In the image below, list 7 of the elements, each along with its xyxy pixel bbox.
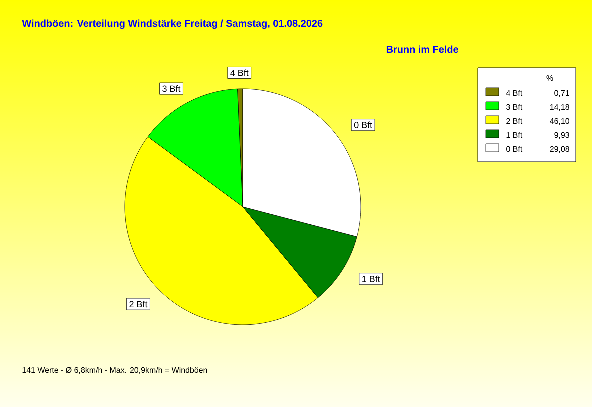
slice-label: 0 Bft (354, 122, 372, 128)
slice-label: 2 Bft (130, 301, 148, 308)
slice-label: 4 Bft (230, 70, 249, 76)
chart-subtitle: Brunn im Felde (386, 46, 458, 54)
slice-label: 3 Bft (162, 86, 181, 92)
chart-title: Windböen: Verteilung Windstärke Freitag / Samstag, 01.08.2026 (22, 20, 323, 30)
slice-label: 1 Bft (362, 276, 380, 282)
